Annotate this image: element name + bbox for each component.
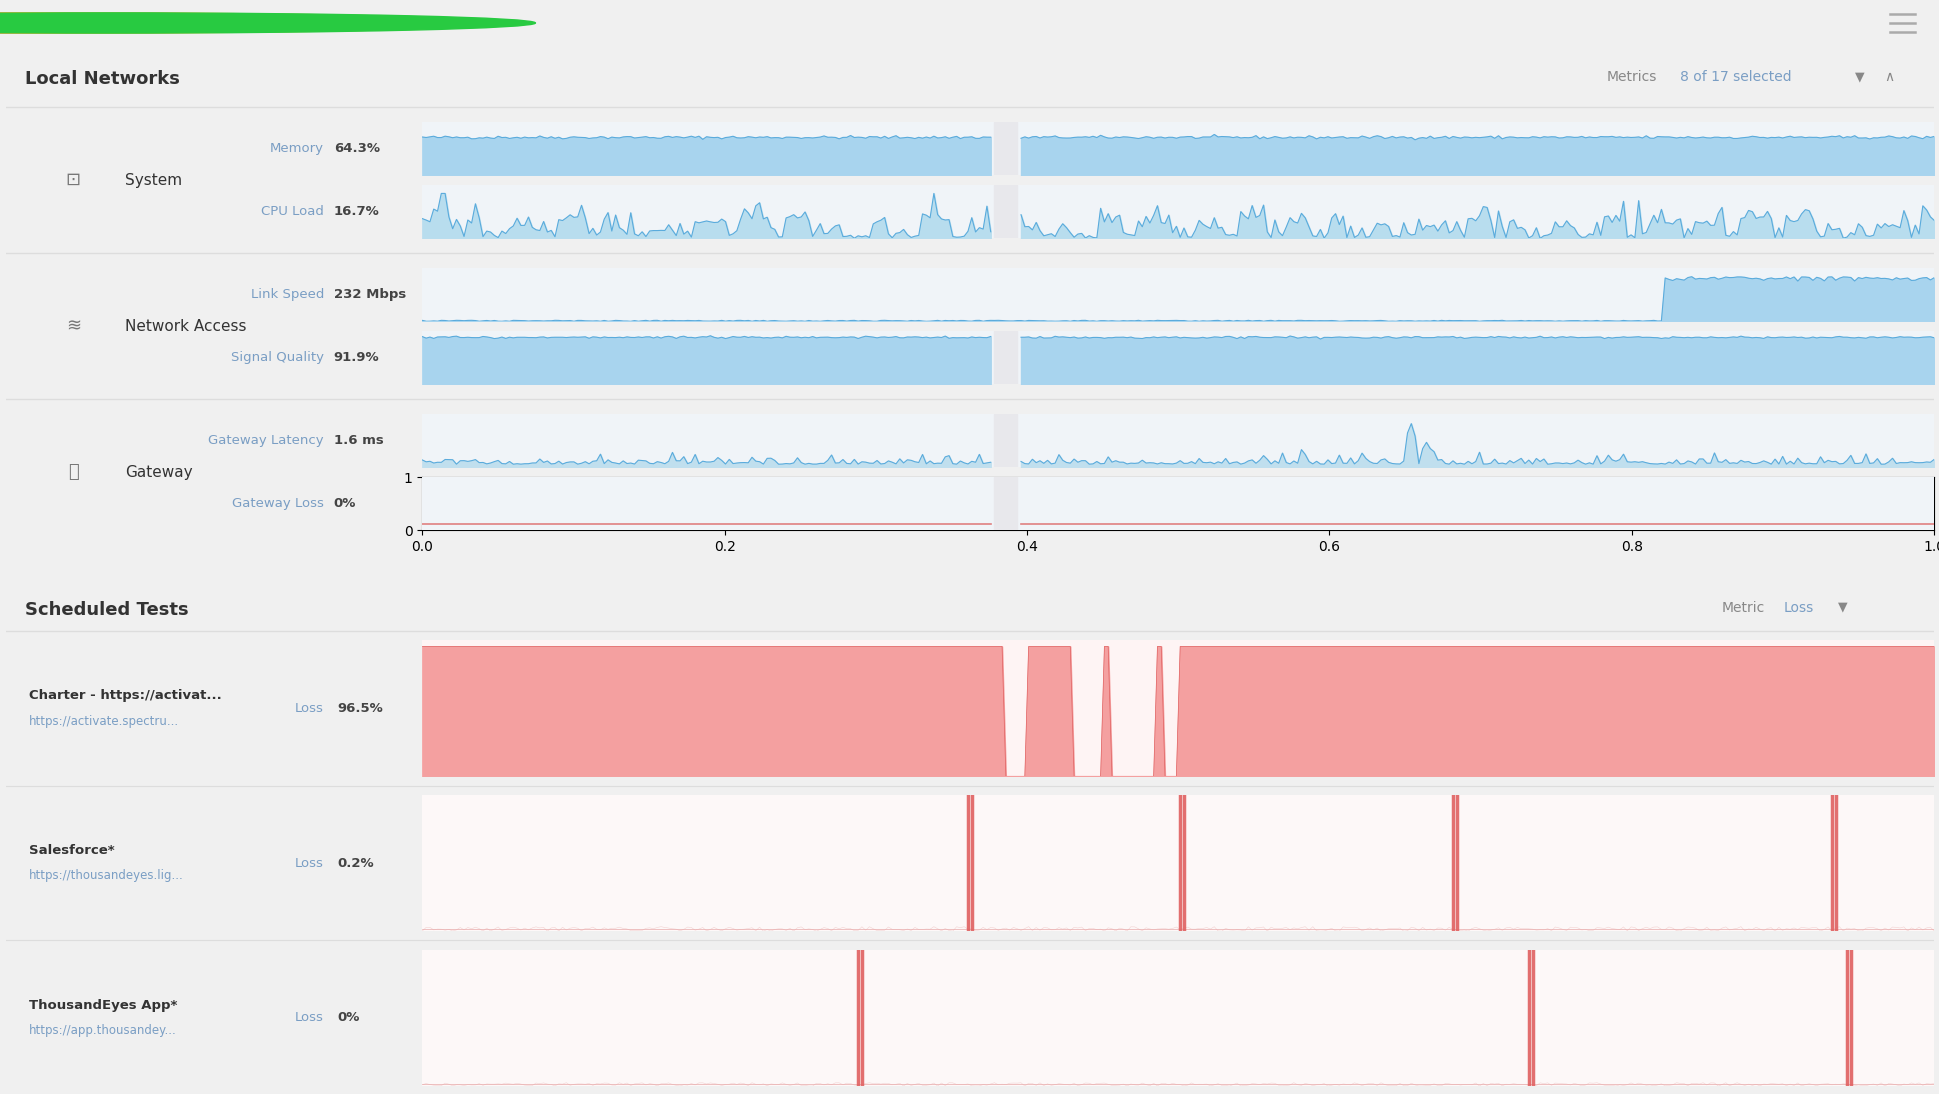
Text: Link Speed: Link Speed (250, 288, 324, 301)
Text: ▼: ▼ (1836, 601, 1846, 614)
Bar (995, 415, 1016, 467)
Circle shape (0, 13, 465, 33)
Text: 0%: 0% (334, 498, 357, 510)
Text: 0%: 0% (337, 1012, 361, 1024)
Bar (995, 185, 1016, 238)
Text: Memory: Memory (270, 142, 324, 155)
Text: System: System (126, 173, 182, 188)
Text: Loss: Loss (295, 857, 324, 870)
Text: Salesforce*: Salesforce* (29, 843, 114, 857)
Text: 96.5%: 96.5% (337, 701, 384, 714)
Text: Gateway Loss: Gateway Loss (233, 498, 324, 510)
Text: 16.7%: 16.7% (334, 206, 380, 219)
Text: Local Networks: Local Networks (25, 70, 180, 88)
Text: CPU Load: CPU Load (262, 206, 324, 219)
Bar (995, 477, 1016, 531)
Text: ∧: ∧ (1883, 70, 1892, 84)
Text: Gateway Latency: Gateway Latency (207, 434, 324, 447)
Text: Gateway: Gateway (126, 465, 192, 480)
Circle shape (0, 13, 535, 33)
Bar (995, 331, 1016, 384)
Text: 8 of 17 selected: 8 of 17 selected (1679, 70, 1790, 84)
Text: ≋: ≋ (66, 317, 81, 335)
Circle shape (0, 13, 500, 33)
Text: https://thousandeyes.lig...: https://thousandeyes.lig... (29, 870, 184, 883)
Text: 232 Mbps: 232 Mbps (334, 288, 405, 301)
Text: Loss: Loss (295, 1012, 324, 1024)
Text: ⊡: ⊡ (66, 172, 81, 189)
Text: ThousandEyes App*: ThousandEyes App* (29, 999, 176, 1012)
Text: Loss: Loss (1782, 601, 1813, 615)
Text: 0.2%: 0.2% (337, 857, 374, 870)
Text: 1.6 ms: 1.6 ms (334, 434, 384, 447)
Text: 64.3%: 64.3% (334, 142, 380, 155)
Text: https://app.thousandey...: https://app.thousandey... (29, 1024, 176, 1037)
Text: ▼: ▼ (1854, 70, 1863, 83)
Text: Metric: Metric (1722, 601, 1764, 615)
Text: https://activate.spectru...: https://activate.spectru... (29, 714, 178, 728)
Text: ⤢: ⤢ (68, 463, 79, 481)
Text: Loss: Loss (295, 701, 324, 714)
Text: Network Access: Network Access (126, 318, 246, 334)
Text: Metrics: Metrics (1605, 70, 1656, 84)
Text: Scheduled Tests: Scheduled Tests (25, 601, 188, 619)
Text: 91.9%: 91.9% (334, 351, 378, 364)
Bar (995, 123, 1016, 175)
Text: Signal Quality: Signal Quality (231, 351, 324, 364)
Text: Charter - https://activat...: Charter - https://activat... (29, 689, 221, 701)
